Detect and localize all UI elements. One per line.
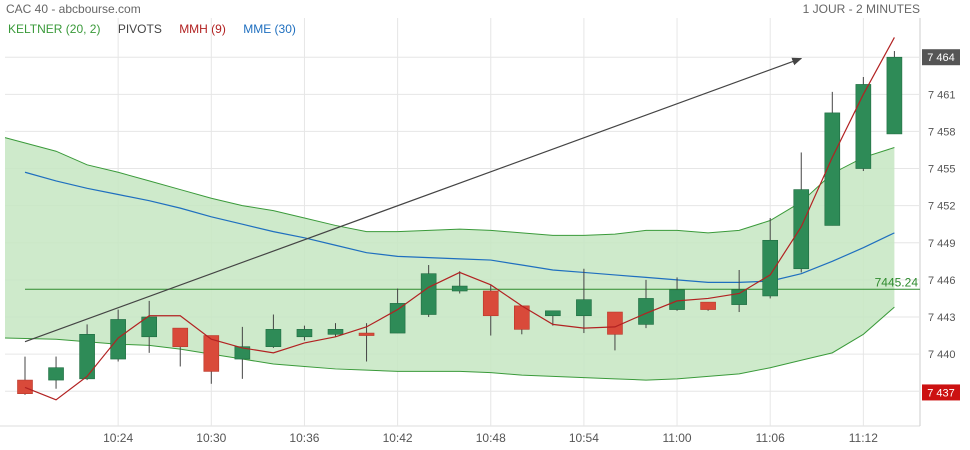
- x-tick-label: 10:30: [196, 431, 226, 445]
- candles: [17, 51, 903, 395]
- candle-body: [762, 239, 779, 297]
- pivot-label: 7445.24: [875, 275, 919, 289]
- legend-mmh[interactable]: MMH (9): [179, 22, 226, 36]
- price-tag-label: 7 464: [927, 52, 955, 64]
- price-tag-label: 7 437: [927, 387, 955, 399]
- candle-body: [855, 84, 872, 169]
- candle-body: [327, 329, 344, 335]
- legend: KELTNER (20, 2) PIVOTS MMH (9) MME (30): [8, 22, 310, 36]
- x-tick-label: 11:00: [662, 431, 691, 445]
- legend-keltner[interactable]: KELTNER (20, 2): [8, 22, 101, 36]
- x-tick-label: 10:36: [289, 431, 319, 445]
- legend-pivots[interactable]: PIVOTS: [117, 22, 162, 36]
- candle-body: [234, 346, 251, 360]
- candle-body: [669, 289, 685, 310]
- keltner-upper-line: [4, 137, 895, 236]
- candle-body: [824, 112, 841, 226]
- price-tag-last: [922, 49, 960, 66]
- candle-body: [48, 367, 64, 381]
- candle-body: [482, 290, 499, 317]
- mme-line: [24, 171, 895, 283]
- candle-body: [172, 327, 189, 347]
- y-tick-label: 7 461: [928, 89, 956, 101]
- candle-body: [389, 303, 406, 334]
- candle-body: [886, 56, 903, 135]
- candle-body: [607, 311, 623, 335]
- candle-body: [17, 379, 33, 394]
- y-tick-label: 7 455: [928, 164, 956, 176]
- candle-body: [141, 316, 157, 338]
- mmh-line: [24, 37, 895, 401]
- candle-body: [265, 329, 282, 347]
- x-tick-label: 11:06: [756, 431, 785, 445]
- trend-line: [24, 57, 803, 343]
- candle-body: [110, 319, 126, 360]
- y-tick-label: 7 449: [928, 238, 956, 250]
- x-tick-label: 10:48: [476, 431, 506, 445]
- y-tick-label: 7 458: [928, 126, 956, 138]
- candle-body: [358, 332, 375, 336]
- candle-body: [79, 334, 95, 380]
- candle-body: [576, 299, 592, 317]
- candle-body: [700, 301, 716, 310]
- candle-body: [793, 189, 810, 270]
- candle-body: [420, 273, 437, 315]
- x-tick-label: 10:54: [569, 431, 599, 445]
- candle-body: [545, 310, 561, 317]
- chart-title: CAC 40 - abcbourse.com: [6, 2, 141, 16]
- candle-body: [451, 285, 468, 292]
- y-tick-label: 7 443: [928, 312, 956, 324]
- y-tick-label: 7 440: [928, 349, 956, 361]
- x-tick-label: 11:12: [849, 431, 878, 445]
- price-tag-low: [922, 384, 960, 401]
- legend-mme[interactable]: MME (30): [243, 22, 296, 36]
- candle-body: [638, 298, 654, 325]
- x-tick-label: 10:24: [103, 431, 133, 445]
- y-tick-label: 7 446: [928, 275, 956, 287]
- keltner-lower-line: [4, 306, 895, 381]
- candle-body: [296, 329, 313, 338]
- candle-body: [203, 335, 220, 372]
- y-tick-label: 7 452: [928, 201, 956, 213]
- x-tick-label: 10:42: [383, 431, 413, 445]
- candle-body: [731, 289, 747, 305]
- chart-period: 1 JOUR - 2 MINUTES: [802, 2, 920, 16]
